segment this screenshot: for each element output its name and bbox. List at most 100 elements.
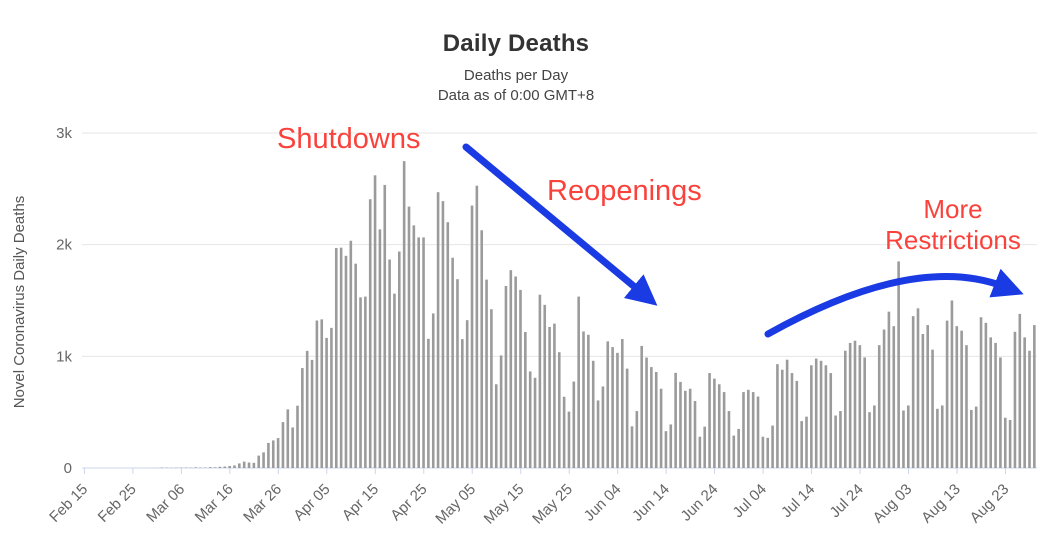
bar — [557, 352, 561, 468]
bar — [950, 300, 954, 468]
bar — [310, 359, 314, 468]
bar — [1023, 337, 1026, 468]
bar — [567, 411, 571, 468]
bar — [795, 380, 799, 468]
x-tick-label: Apr 05 — [290, 481, 333, 524]
bar — [315, 320, 319, 468]
bar — [286, 409, 290, 468]
y-tick-label: 1k — [56, 348, 72, 365]
bar — [785, 359, 789, 468]
bar — [378, 229, 382, 468]
bar — [383, 184, 387, 468]
bar — [475, 185, 479, 468]
bar — [368, 199, 372, 468]
x-tick-label: Feb 25 — [95, 481, 140, 526]
bar — [538, 294, 542, 468]
bar — [461, 339, 464, 468]
bar — [233, 465, 236, 468]
bar — [218, 466, 222, 468]
y-axis-title: Novel Coronavirus Daily Deaths — [11, 196, 28, 409]
bar — [504, 285, 508, 468]
bar — [747, 389, 750, 468]
bar — [436, 192, 440, 468]
bar — [877, 345, 881, 468]
bar — [271, 440, 275, 468]
bar — [562, 396, 566, 468]
subtitle-line-1: Deaths per Day — [463, 67, 569, 84]
bar — [965, 345, 968, 468]
bar — [780, 369, 784, 468]
bar — [688, 388, 692, 468]
bar — [334, 248, 338, 468]
bar — [490, 309, 493, 468]
bar — [543, 304, 547, 469]
bar — [955, 326, 959, 468]
bar — [344, 255, 348, 468]
bar — [640, 345, 643, 468]
bar — [417, 237, 420, 468]
bar — [979, 317, 983, 468]
bar — [524, 331, 527, 468]
bar — [926, 325, 929, 468]
bar — [776, 364, 779, 468]
bar — [907, 405, 910, 468]
bar — [732, 435, 736, 468]
bar — [727, 411, 731, 468]
bar — [305, 350, 309, 468]
bar — [708, 373, 711, 468]
bar — [674, 372, 677, 468]
bar — [388, 259, 391, 468]
bar — [761, 436, 765, 468]
x-tick-label: Feb 15 — [46, 481, 91, 526]
bar — [897, 261, 900, 468]
y-tick-label: 2k — [56, 237, 72, 254]
bar — [194, 467, 197, 468]
bar — [810, 365, 813, 468]
bar — [805, 416, 808, 468]
x-tick-label: May 15 — [481, 481, 528, 528]
bar — [994, 342, 997, 468]
bar — [669, 424, 673, 468]
bar — [659, 388, 663, 468]
bar — [1028, 350, 1031, 468]
bar — [528, 371, 532, 468]
x-tick-label: Jul 14 — [778, 481, 818, 521]
bar — [422, 237, 425, 468]
y-tick-label: 0 — [64, 460, 72, 477]
annotation-reopenings: Reopenings — [547, 175, 702, 207]
bar — [364, 296, 367, 468]
x-tick-label: Aug 13 — [918, 481, 964, 527]
bar — [921, 334, 925, 468]
bar — [960, 330, 963, 468]
bar — [839, 411, 842, 468]
bar — [339, 247, 343, 468]
x-tick-label: Aug 03 — [870, 481, 916, 527]
bar — [645, 357, 648, 468]
bar — [635, 411, 639, 468]
bar — [494, 384, 498, 468]
bar — [446, 222, 450, 468]
bar — [829, 373, 833, 468]
bar — [262, 452, 265, 468]
bar — [281, 422, 285, 469]
subtitle-line-2: Data as of 0:00 GMT+8 — [437, 87, 595, 104]
bar — [572, 381, 576, 468]
bar — [989, 337, 993, 468]
bar — [868, 412, 871, 468]
bar — [616, 352, 619, 468]
bar — [843, 350, 847, 468]
bar — [664, 431, 668, 468]
bar — [412, 225, 416, 468]
bar — [999, 357, 1002, 468]
bar — [621, 339, 624, 468]
bar — [713, 378, 716, 468]
bar — [1008, 419, 1012, 468]
bar — [533, 377, 537, 468]
x-tick-label: Mar 06 — [143, 481, 188, 526]
bar — [480, 230, 484, 468]
x-tick-label: Apr 15 — [339, 481, 382, 524]
bar — [485, 279, 488, 468]
bar — [693, 401, 697, 468]
x-tick-label: Apr 25 — [387, 481, 430, 524]
bar — [228, 465, 231, 468]
